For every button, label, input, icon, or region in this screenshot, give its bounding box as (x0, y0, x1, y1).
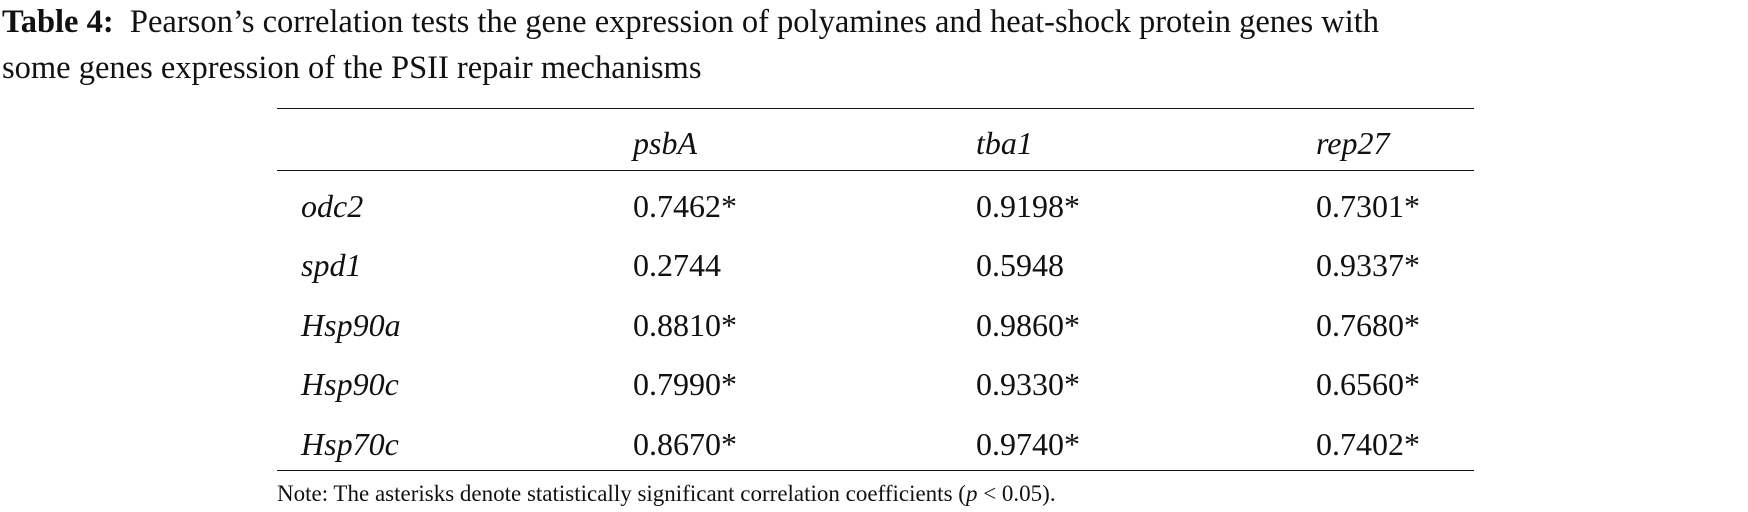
caption-text: Pearson’s correlation tests the gene exp… (129, 4, 1380, 40)
row-label: spd1 (301, 247, 362, 283)
cell: 0.9337* (1316, 247, 1420, 283)
row-label: Hsp90c (301, 366, 399, 402)
cell: 0.8670* (633, 426, 737, 462)
cell: 0.7990* (633, 366, 737, 402)
cell: 0.9860* (976, 307, 1080, 343)
caption-line-2: some genes expression of the PSII repair… (2, 50, 702, 86)
cell: 0.9330* (976, 366, 1080, 402)
note-text: < 0.05). (977, 481, 1056, 506)
column-header: tba1 (976, 125, 1033, 161)
top-rule (277, 108, 1474, 109)
bottom-rule (277, 470, 1474, 471)
row-label: odc2 (301, 188, 364, 224)
cell: 0.7462* (633, 188, 737, 224)
column-header: rep27 (1316, 125, 1390, 161)
cell: 0.7680* (1316, 307, 1420, 343)
cell: 0.9198* (976, 188, 1080, 224)
cell: 0.9740* (976, 426, 1080, 462)
cell: 0.5948 (976, 247, 1064, 283)
caption-label: Table 4: (2, 4, 114, 40)
cell: 0.8810* (633, 307, 737, 343)
note-symbol: p (965, 481, 978, 506)
header-rule (277, 170, 1474, 171)
column-header: psbA (633, 125, 697, 161)
cell: 0.2744 (633, 247, 721, 283)
cell: 0.6560* (1316, 366, 1420, 402)
cell: 0.7301* (1316, 188, 1420, 224)
cell: 0.7402* (1316, 426, 1420, 462)
row-label: Hsp90a (301, 307, 401, 343)
row-label: Hsp70c (301, 426, 399, 462)
caption-line-1: Table 4: Pearson’s correlation tests the… (2, 6, 1379, 39)
note: Note: The asterisks denote statistically… (277, 482, 1056, 505)
note-text: Note: The asterisks denote statistically… (277, 481, 966, 506)
